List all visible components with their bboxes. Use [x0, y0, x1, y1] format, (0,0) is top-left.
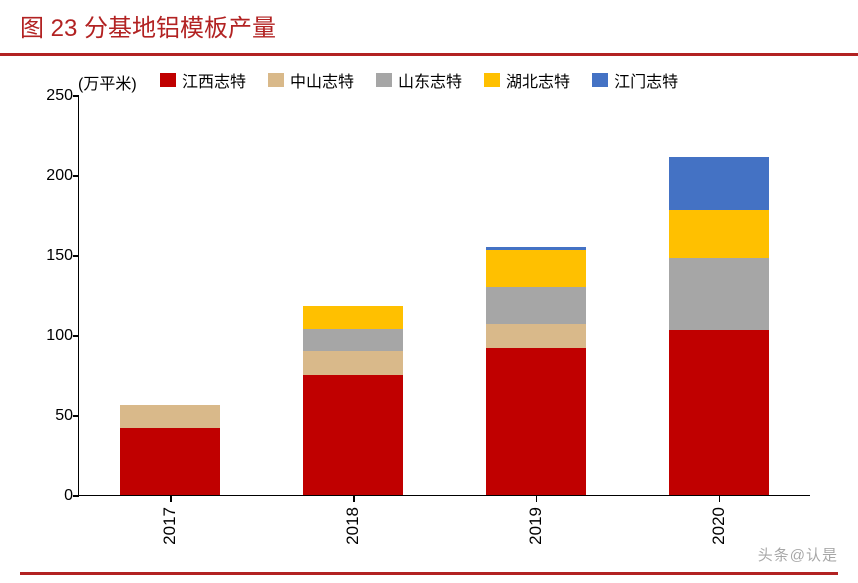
chart-title: 图 23 分基地铝模板产量: [20, 15, 276, 42]
bottom-rule: [20, 572, 838, 575]
bar-segment: [486, 324, 586, 348]
x-tick-mark: [170, 496, 172, 502]
bars-container: 2017 2018 2019 2020: [79, 96, 810, 495]
bar-segment: [120, 405, 220, 427]
bar-segment: [669, 157, 769, 210]
x-tick-label: 2017: [160, 507, 180, 545]
bar-segment: [486, 287, 586, 324]
y-tick-mark: [73, 95, 79, 97]
x-tick-mark: [719, 496, 721, 502]
bar-segment: [669, 330, 769, 495]
x-tick-label: 2020: [709, 507, 729, 545]
bar-segment: [303, 329, 403, 351]
x-tick-mark: [353, 496, 355, 502]
legend-item: 江门志特: [592, 68, 678, 92]
bar-column: 2018: [303, 306, 403, 495]
legend-swatch: [160, 73, 176, 87]
bar-segment: [669, 258, 769, 330]
legend-item: 江西志特: [160, 68, 246, 92]
y-tick-mark: [73, 255, 79, 257]
legend-label: 湖北志特: [506, 68, 570, 92]
legend-swatch: [592, 73, 608, 87]
bar-segment: [120, 428, 220, 495]
bar-column: 2019: [486, 247, 586, 495]
bar-segment: [486, 250, 586, 287]
y-tick-mark: [73, 335, 79, 337]
bar-segment: [669, 210, 769, 258]
y-tick-label: 50: [29, 407, 73, 425]
watermark-text: 头条@认是: [758, 544, 838, 565]
legend-label: 江西志特: [182, 68, 246, 92]
y-tick-label: 200: [29, 167, 73, 185]
legend-label: 山东志特: [398, 68, 462, 92]
x-tick-mark: [536, 496, 538, 502]
bar-segment: [303, 306, 403, 328]
legend: 江西志特 中山志特 山东志特 湖北志特 江门志特: [160, 68, 818, 92]
y-tick-label: 0: [29, 487, 73, 505]
title-bar: 图 23 分基地铝模板产量: [0, 0, 858, 56]
legend-item: 山东志特: [376, 68, 462, 92]
bar-segment: [303, 375, 403, 495]
chart-area: (万平米) 江西志特中山志特山东志特湖北志特江门志特 2017201820192…: [0, 56, 858, 506]
legend-item: 中山志特: [268, 68, 354, 92]
bar-segment: [303, 351, 403, 375]
y-tick-mark: [73, 415, 79, 417]
bar-column: 2020: [669, 157, 769, 495]
y-tick-label: 150: [29, 247, 73, 265]
bar-column: 2017: [120, 405, 220, 495]
y-tick-mark: [73, 495, 79, 497]
legend-label: 中山志特: [290, 68, 354, 92]
plot-area: 2017201820192020 050100150200250: [78, 96, 810, 496]
legend-swatch: [484, 73, 500, 87]
x-tick-label: 2018: [343, 507, 363, 545]
y-tick-mark: [73, 175, 79, 177]
x-tick-label: 2019: [526, 507, 546, 545]
y-tick-label: 100: [29, 327, 73, 345]
y-tick-label: 250: [29, 87, 73, 105]
legend-swatch: [268, 73, 284, 87]
legend-item: 湖北志特: [484, 68, 570, 92]
bar-segment: [486, 348, 586, 495]
legend-swatch: [376, 73, 392, 87]
legend-label: 江门志特: [614, 68, 678, 92]
